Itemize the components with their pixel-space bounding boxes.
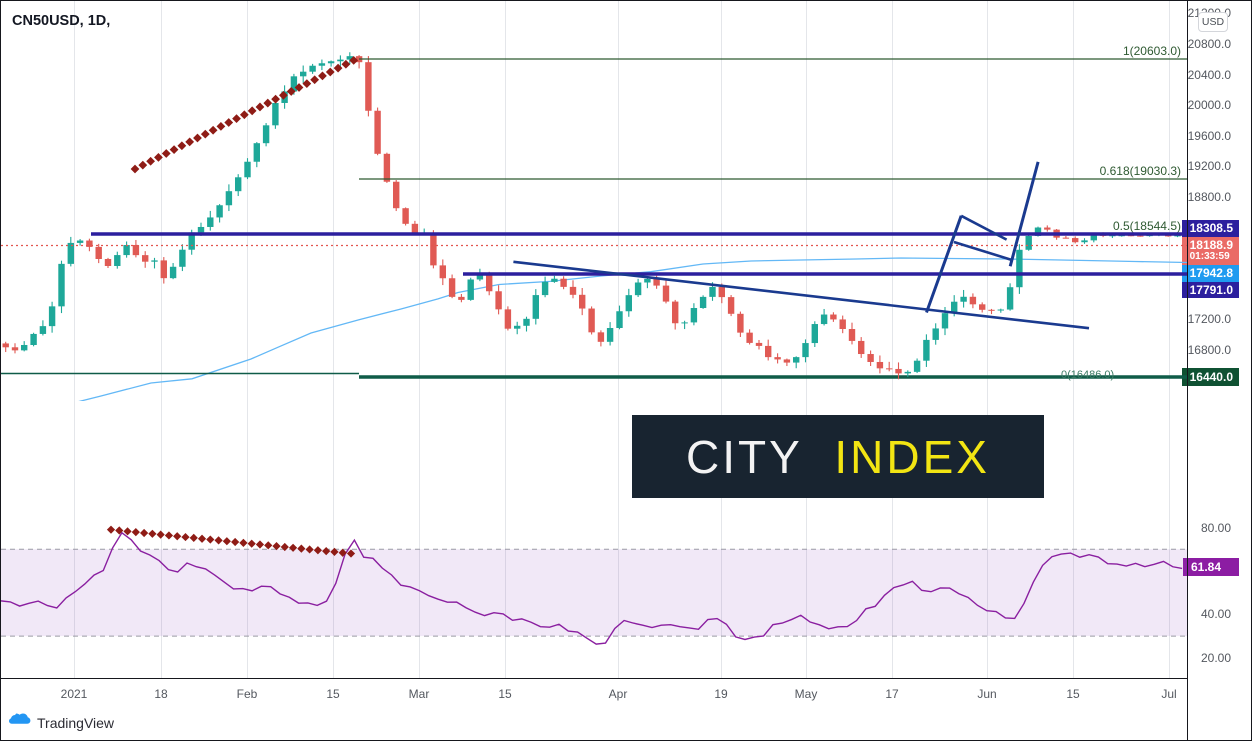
svg-text:0.618(19030.3): 0.618(19030.3) xyxy=(1100,164,1181,178)
svg-text:0.5(18544.5): 0.5(18544.5) xyxy=(1113,219,1181,233)
svg-text:1(20603.0): 1(20603.0) xyxy=(1123,44,1181,58)
